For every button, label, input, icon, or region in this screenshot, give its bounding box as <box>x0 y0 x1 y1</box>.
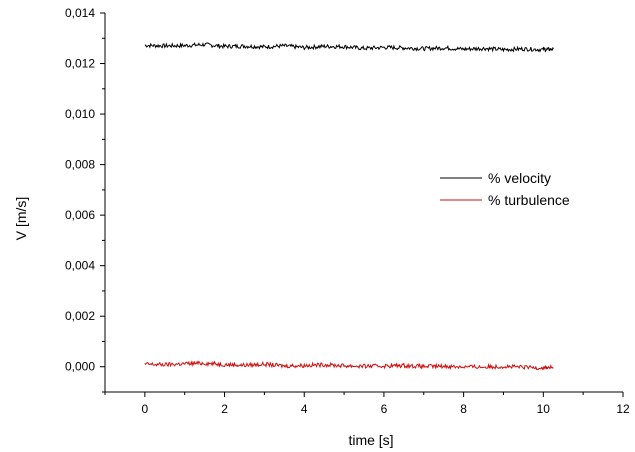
x-tick-label: 6 <box>381 402 388 416</box>
series-line-turbulence <box>144 360 554 371</box>
y-tick-label: 0,014 <box>65 6 95 20</box>
y-tick-label: 0,010 <box>65 107 95 121</box>
x-tick-label: 8 <box>460 402 467 416</box>
legend-label: % turbulence <box>488 192 570 208</box>
x-tick-label: 10 <box>537 402 551 416</box>
series-layer <box>144 42 554 371</box>
y-tick-label: 0,002 <box>65 309 95 323</box>
x-tick-label: 2 <box>221 402 228 416</box>
y-tick-label: 0,000 <box>65 360 95 374</box>
series-line-velocity <box>144 42 554 53</box>
y-axis-label: V [m/s] <box>13 197 29 241</box>
x-tick-label: 4 <box>301 402 308 416</box>
axes: 0 2 4 6 8 10 12 0,000 0,002 0,004 0,006 0,008 0,010 0… <box>65 6 630 416</box>
y-tick-label: 0,008 <box>65 158 95 172</box>
legend-label: % velocity <box>488 170 551 186</box>
x-tick-label: 0 <box>142 402 149 416</box>
y-tick-label: 0,012 <box>65 57 95 71</box>
x-axis-label: time [s] <box>348 432 393 448</box>
y-tick-label: 0,004 <box>65 259 95 273</box>
x-tick-label: 12 <box>616 402 630 416</box>
legend: % velocity % turbulence <box>440 170 570 208</box>
y-tick-label: 0,006 <box>65 208 95 222</box>
